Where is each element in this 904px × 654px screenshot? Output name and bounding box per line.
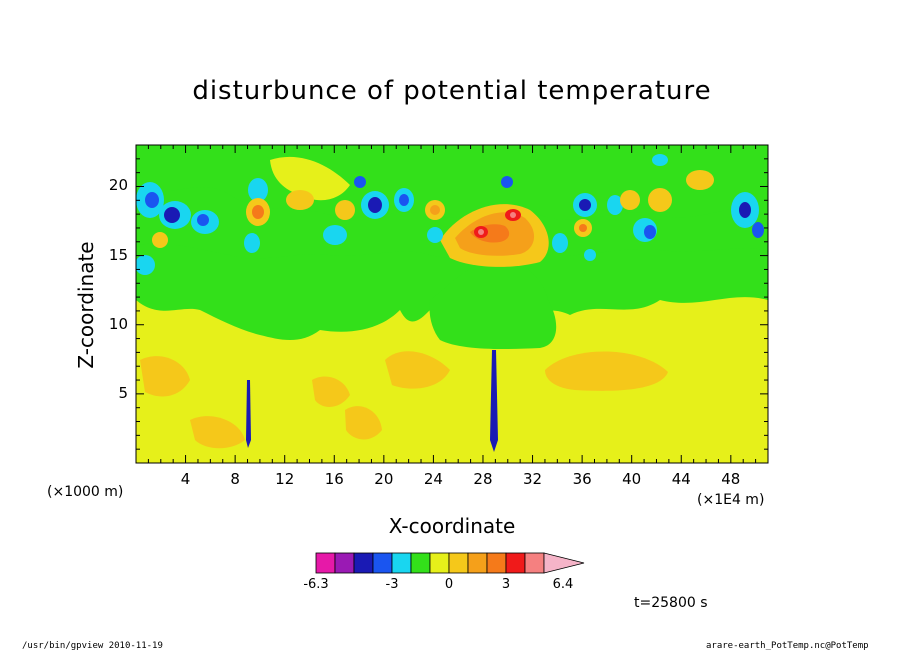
field-cell-6: [323, 225, 347, 245]
field-cell-8b: [399, 194, 409, 206]
field-cell-1b: [145, 192, 159, 208]
field-cell-20: [652, 154, 668, 166]
field-cell-3b: [197, 214, 209, 226]
colorbar-segment: [524, 552, 545, 574]
field-warm-4b: [430, 205, 440, 215]
colorbar-segment: [448, 552, 469, 574]
colorbar: [315, 552, 585, 574]
colorbar-segment: [429, 552, 450, 574]
field-cell-18: [752, 222, 764, 238]
y-tick-label: 20: [108, 176, 128, 195]
field-warm-6: [620, 190, 640, 210]
field-patch-2: [545, 351, 668, 391]
time-label: t=25800 s: [634, 595, 708, 611]
field-cell-2b: [164, 207, 180, 223]
field-warm-9: [152, 232, 168, 248]
field-patch-3: [140, 356, 190, 397]
x-unit-left: (×1000 m): [47, 484, 124, 500]
field-cell-17b: [739, 202, 751, 218]
colorbar-segment: [391, 552, 412, 574]
x-unit-right: (×1E4 m): [697, 492, 765, 508]
colorbar-segment: [486, 552, 507, 574]
y-tick-label: 10: [108, 314, 128, 333]
x-tick-label: 32: [523, 470, 543, 488]
field-patch-1: [385, 351, 450, 389]
x-axis-label: X-coordinate: [388, 514, 516, 538]
x-tick-label: 24: [423, 470, 443, 488]
colorbar-segment: [315, 552, 336, 574]
field-cell-16: [584, 249, 596, 261]
x-tick-label: 48: [721, 470, 741, 488]
field-peak-right: [510, 212, 516, 218]
field-cell-11: [501, 176, 513, 188]
colorbar-tick-label: 0: [444, 577, 454, 592]
x-tick-label: 12: [275, 470, 295, 488]
plot-frame: [135, 144, 769, 464]
x-tick-label: 16: [324, 470, 344, 488]
y-axis-label: Z-coordinate: [74, 241, 98, 369]
colorbar-tick-label: -6.3: [303, 577, 329, 592]
x-tick-label: 36: [572, 470, 592, 488]
colorbar-segment: [353, 552, 374, 574]
field-warm-1b: [252, 205, 264, 219]
field-layer-yellow-cell: [270, 156, 350, 201]
field-warm-8: [686, 170, 714, 190]
field-patch-4: [312, 376, 350, 407]
field-warm-2: [286, 190, 314, 210]
field-column-1: [490, 350, 498, 452]
field-patch-5: [345, 406, 382, 440]
colorbar-tick-label: -3: [385, 577, 399, 592]
field-cell-7b: [368, 197, 382, 213]
x-tick-label: 20: [374, 470, 394, 488]
field-warm-7: [648, 188, 672, 212]
x-tick-label: 28: [473, 470, 493, 488]
colorbar-arrow: [543, 552, 585, 574]
field-cell-9: [427, 227, 443, 243]
x-tick-label: 8: [230, 470, 240, 488]
footer-source-file: arare-earth_PotTemp.nc@PotTemp: [706, 641, 869, 651]
field-column-2: [246, 380, 251, 448]
footer-program-date: /usr/bin/gpview 2010-11-19: [22, 641, 163, 651]
x-axis-ticks: [147, 145, 757, 463]
colorbar-tick-label: 3: [501, 577, 511, 592]
field-cell-19: [136, 255, 155, 275]
field-cell-13: [607, 195, 623, 215]
field-patch-6: [190, 416, 245, 449]
field-layer-green-band: [136, 186, 768, 259]
field-cell-14b: [644, 225, 656, 239]
field-peak-left: [478, 229, 484, 235]
x-tick-label: 44: [671, 470, 691, 488]
chart-title: disturbunce of potential temperature: [192, 76, 712, 106]
colorbar-segment: [372, 552, 393, 574]
field-warm-5b: [579, 224, 587, 232]
y-axis-ticks: [136, 158, 768, 450]
field-cell-5: [244, 233, 260, 253]
field-warm-3: [335, 200, 355, 220]
colorbar-segment: [505, 552, 526, 574]
y-tick-label: 5: [118, 383, 128, 402]
field-cell-10: [354, 176, 366, 188]
y-tick-label: 15: [108, 245, 128, 264]
field-cell-4: [248, 178, 268, 202]
field-cell-12b: [579, 199, 591, 211]
field-cell-15: [552, 233, 568, 253]
x-tick-label: 4: [180, 470, 191, 488]
colorbar-tick-label: 6.4: [552, 577, 574, 592]
field-layer-green-center: [429, 258, 557, 350]
contour-field: [136, 145, 768, 463]
colorbar-segment: [467, 552, 488, 574]
colorbar-segment: [410, 552, 431, 574]
x-tick-label: 40: [622, 470, 642, 488]
colorbar-segment: [334, 552, 355, 574]
